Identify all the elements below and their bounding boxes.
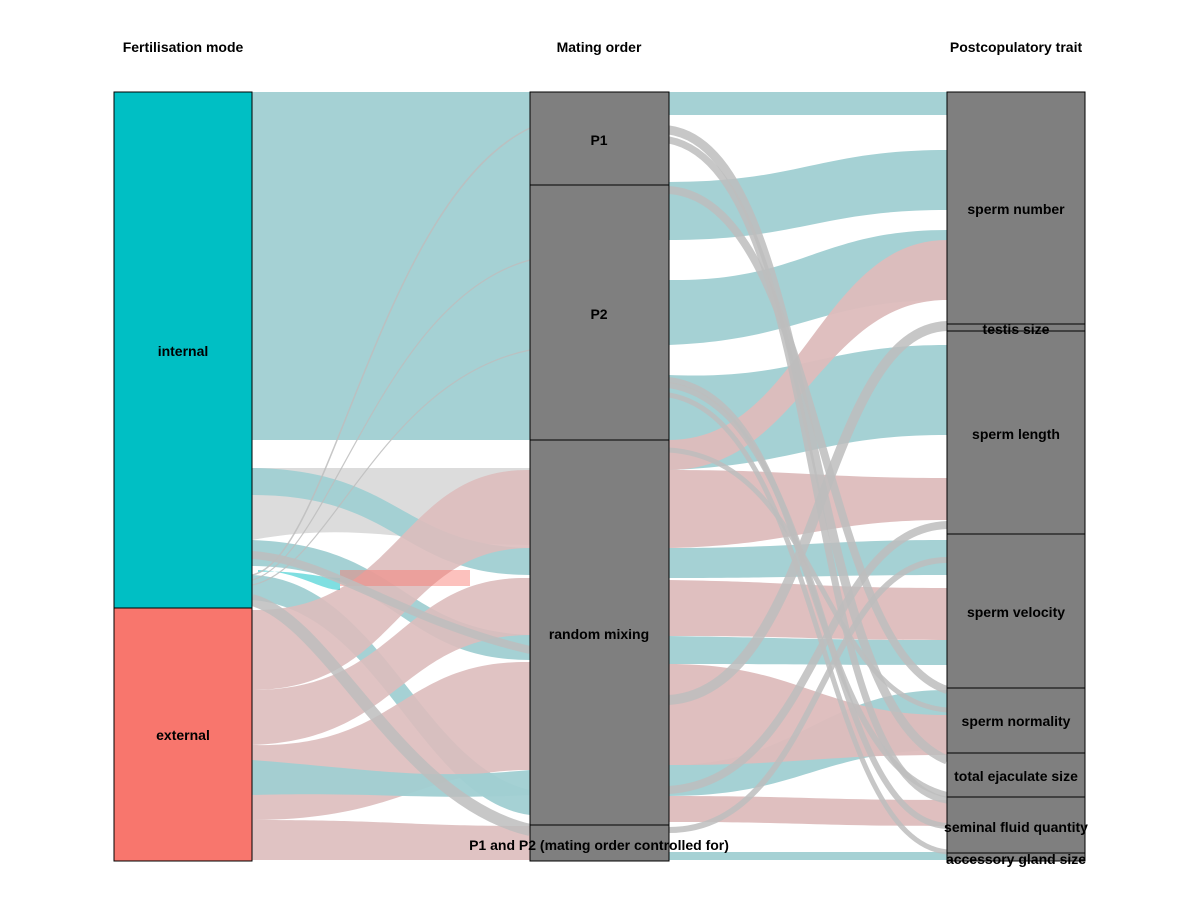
- flow-p1-to-sperm-number-2: [669, 150, 947, 240]
- flow-threads-left-4: [250, 594, 532, 836]
- flow-random-to-sperm-length-pink: [669, 470, 947, 548]
- flow-random-to-sperm-velocity: [669, 540, 947, 578]
- flow-threads-right-3: [668, 186, 949, 694]
- node-internal: [113, 91, 253, 609]
- node-label-p1-and-p2: P1 and P2 (mating order controlled for): [469, 837, 729, 853]
- node-p2: [529, 184, 670, 441]
- node-label-testis-size: testis size: [983, 321, 1050, 337]
- flows-mating-to-trait: [668, 92, 949, 860]
- flow-threads-right-6: [668, 392, 948, 855]
- node-sperm-normality: [946, 687, 1086, 754]
- node-label-random-mixing: random mixing: [549, 626, 649, 642]
- flow-p1-to-sperm-number: [669, 92, 947, 115]
- flow-external-to-random-2: [252, 577, 530, 745]
- node-label-accessory-gland-size: accessory gland size: [946, 851, 1086, 867]
- flows-fertilisation-to-mating: [250, 92, 532, 860]
- node-label-sperm-number: sperm number: [967, 201, 1065, 217]
- node-label-total-ejaculate-size: total ejaculate size: [954, 768, 1078, 784]
- flow-external-blue: [252, 760, 530, 797]
- flow-p1p2-to-accessory-gland: [669, 852, 947, 860]
- node-label-p1: P1: [590, 132, 607, 148]
- node-random-mixing: [529, 439, 670, 826]
- flow-random-to-sperm-number-pink: [669, 240, 947, 470]
- flow-threads-right-7: [668, 321, 948, 705]
- node-label-seminal-fluid-quantity: seminal fluid quantity: [944, 819, 1088, 835]
- flow-external-to-random-1: [252, 469, 530, 690]
- axis-title-fertilisation-mode: Fertilisation mode: [123, 39, 244, 55]
- flow-external-thin-pink: [340, 570, 470, 586]
- axis-title-postcopulatory-trait: Postcopulatory trait: [950, 39, 1083, 55]
- node-label-p2: P2: [590, 306, 607, 322]
- node-label-external: external: [156, 727, 210, 743]
- node-sperm-length: [946, 330, 1086, 535]
- node-p1-and-p2: [529, 824, 670, 862]
- flow-threads-right-1: [668, 125, 949, 765]
- node-label-sperm-length: sperm length: [972, 426, 1060, 442]
- node-label-sperm-velocity: sperm velocity: [967, 604, 1065, 620]
- flow-threads-right-5: [668, 382, 948, 829]
- node-label-internal: internal: [158, 343, 209, 359]
- flow-threads-left-5: [251, 551, 531, 654]
- flow-threads-right-10: [668, 447, 948, 713]
- flow-threads-right-9: [668, 557, 948, 833]
- axis-mating-order: P1 P2 random mixing P1 and P2 (mating or…: [469, 91, 729, 862]
- node-total-ejaculate-size: [946, 752, 1086, 798]
- flow-p2-to-sperm-number: [669, 230, 947, 345]
- node-sperm-number: [946, 91, 1086, 325]
- flow-random-to-sperm-velocity-pink: [669, 580, 947, 640]
- flow-internal-thin-cyan: [258, 570, 340, 590]
- node-seminal-fluid-quantity: [946, 796, 1086, 854]
- node-label-sperm-normality: sperm normality: [962, 713, 1071, 729]
- axis-postcopulatory-trait: sperm number testis size sperm length sp…: [944, 91, 1088, 867]
- axis-title-mating-order: Mating order: [557, 39, 642, 55]
- node-external: [113, 607, 253, 862]
- flow-threads-right-8: [668, 521, 948, 794]
- flow-threads-left-3: [251, 349, 531, 586]
- flow-external-to-p1p2: [252, 820, 530, 860]
- node-sperm-velocity: [946, 533, 1086, 689]
- node-accessory-gland-size: [946, 852, 1086, 862]
- axis-fertilisation-mode: internal external: [113, 91, 253, 862]
- node-p1: [529, 91, 670, 186]
- flow-threads-left-1: [251, 127, 531, 576]
- flow-internal-to-p1-p2: [252, 92, 530, 440]
